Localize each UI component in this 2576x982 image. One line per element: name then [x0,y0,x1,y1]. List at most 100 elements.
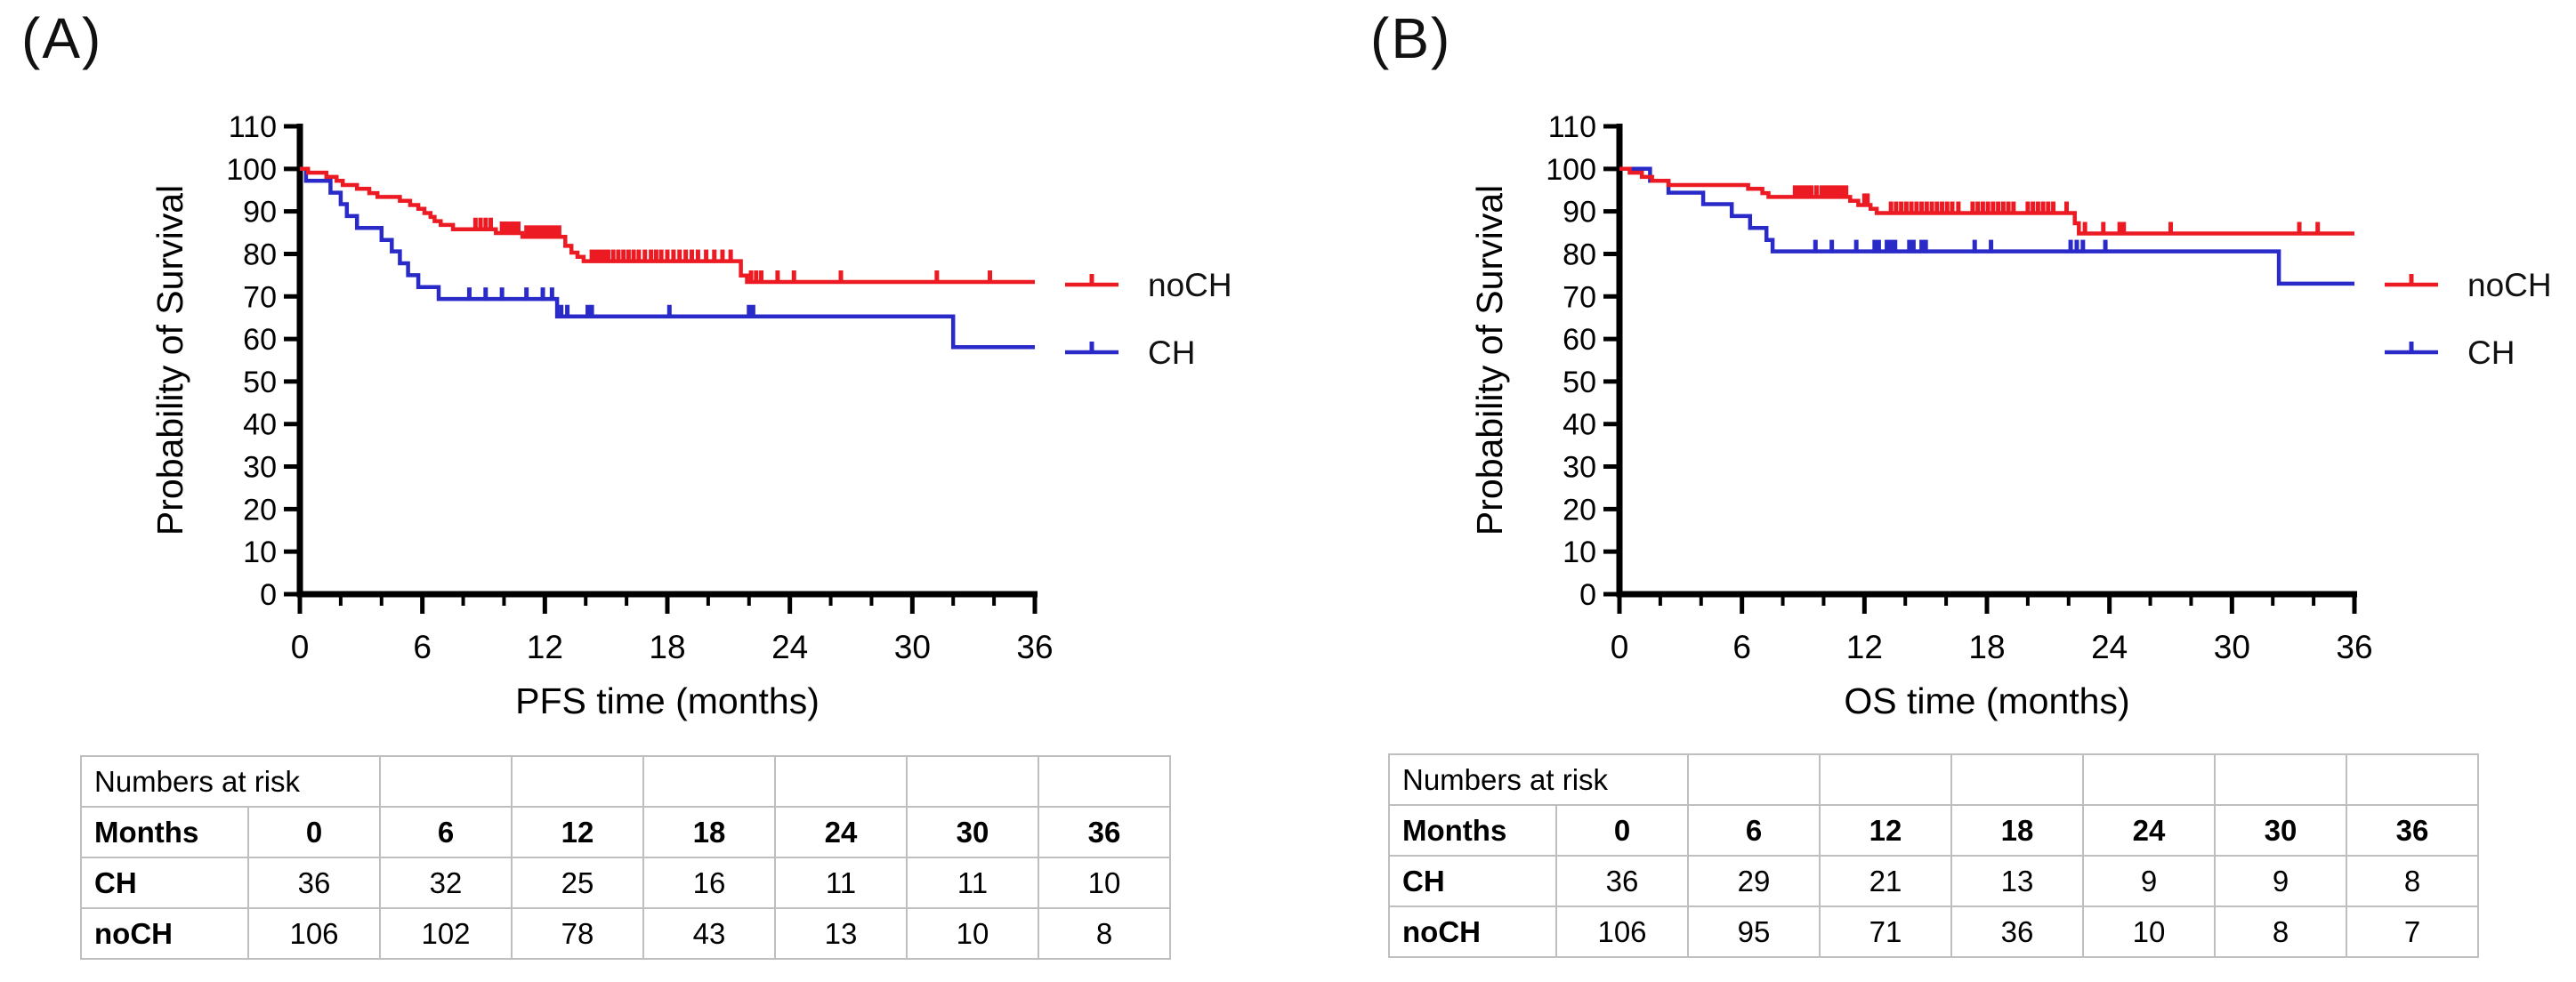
x-tick-label: 24 [771,629,808,665]
y-tick-label: 60 [243,323,277,357]
x-tick-label: 12 [527,629,563,665]
risk-count-cell: 25 [511,857,644,909]
risk-table-empty-cell [2082,753,2216,806]
risk-count-cell: 8 [2214,906,2347,958]
y-tick-label: 0 [260,578,277,612]
risk-count-cell: 32 [379,857,513,909]
y-tick-label: 20 [243,493,277,527]
series-curve-noCH [1619,166,2354,236]
risk-count-cell: 11 [774,857,908,909]
risk-count-cell: 106 [247,907,381,960]
y-axis-title: Probability of Survival [1469,185,1510,535]
y-tick-label: 30 [243,451,277,485]
risk-table-empty-cell [1687,753,1821,806]
risk-count-cell: 43 [642,907,776,960]
x-axis-title: PFS time (months) [515,680,820,721]
x-tick-label: 30 [2214,629,2250,665]
risk-count-cell: 29 [1687,855,1821,907]
y-tick-label: 60 [1563,323,1596,357]
x-tick-label: 36 [2336,629,2372,665]
risk-table-empty-cell [1819,753,1952,806]
risk-table-os: Numbers at risk Months 0 6 12 18 24 30 36 CH 36 29 2… [1388,753,2479,958]
risk-table-row-noCH: noCH 106 102 78 43 13 10 8 [80,907,1171,960]
x-tick-label: 30 [894,629,931,665]
y-tick-label: 50 [1563,366,1596,399]
risk-count-cell: 9 [2214,855,2347,907]
x-tick-label: 0 [291,629,310,665]
x-tick-label: 6 [1732,629,1751,665]
risk-header-month: 18 [642,806,776,858]
risk-table-header-row: Months 0 6 12 18 24 30 36 [80,806,1171,858]
risk-header-month: 36 [1038,806,1171,858]
survival-chart-os: 0 10 20 30 40 50 60 70 80 90 100 110 0 6 12 18 24 30 36 OS … [1469,110,2552,721]
x-tick-label: 0 [1611,629,1629,665]
legend-item-CH: CH [1065,334,1195,371]
y-tick-label: 110 [229,110,277,144]
risk-count-cell: 95 [1687,906,1821,958]
x-tick-label: 18 [649,629,685,665]
x-axis-title: OS time (months) [1844,680,2129,721]
y-tick-label: 30 [1563,451,1596,485]
y-tick-label: 0 [1579,578,1596,612]
risk-count-cell: 36 [1555,855,1689,907]
risk-count-cell: 11 [906,857,1039,909]
risk-table-title: Numbers at risk [1388,753,1689,806]
risk-table-title-row: Numbers at risk [80,755,1171,808]
legend-item-noCH: noCH [2385,267,2552,303]
legend-label-noCH: noCH [2467,267,2552,303]
risk-header-month: 30 [2214,804,2347,857]
y-tick-label: 10 [1563,535,1596,569]
risk-row-label: CH [1388,855,1557,907]
risk-count-cell: 13 [1950,855,2084,907]
y-tick-label: 70 [243,280,277,314]
y-tick-label: 50 [243,366,277,399]
legend-item-CH: CH [2385,334,2515,371]
risk-table-title: Numbers at risk [80,755,381,808]
x-tick-label: 18 [1968,629,2005,665]
risk-header-label: Months [80,806,249,858]
risk-header-month: 24 [2082,804,2216,857]
risk-header-month: 30 [906,806,1039,858]
risk-header-month: 0 [247,806,381,858]
risk-count-cell: 9 [2082,855,2216,907]
risk-header-month: 24 [774,806,908,858]
risk-count-cell: 10 [1038,857,1171,909]
risk-table-row-CH: CH 36 29 21 13 9 9 8 [1388,855,2479,907]
risk-count-cell: 10 [2082,906,2216,958]
risk-table-empty-cell [642,755,776,808]
risk-table-empty-cell [1038,755,1171,808]
panel-label-b: (B) [1370,6,1452,70]
y-tick-label: 100 [226,153,277,187]
risk-table-pfs: Numbers at risk Months 0 6 12 18 24 30 36 CH 36 32 2… [80,755,1171,960]
risk-table-title-row: Numbers at risk [1388,753,2479,806]
risk-table-empty-cell [511,755,644,808]
risk-count-cell: 71 [1819,906,1952,958]
risk-row-label: CH [80,857,249,909]
y-tick-label: 10 [243,535,277,569]
risk-count-cell: 13 [774,907,908,960]
panel-label-a: (A) [21,6,103,70]
risk-header-label: Months [1388,804,1557,857]
risk-table-row-noCH: noCH 106 95 71 36 10 8 7 [1388,906,2479,958]
risk-row-label: noCH [80,907,249,960]
risk-table-empty-cell [2346,753,2479,806]
risk-count-cell: 16 [642,857,776,909]
survival-chart-pfs: 0 10 20 30 40 50 60 70 80 90 100 110 0 6 12 18 24 30 36 PFS… [149,110,1232,721]
risk-count-cell: 8 [1038,907,1171,960]
risk-table-empty-cell [906,755,1039,808]
y-tick-label: 40 [1563,408,1596,442]
legend-label-CH: CH [1148,334,1195,371]
y-tick-label: 20 [1563,493,1596,527]
risk-count-cell: 36 [247,857,381,909]
x-tick-label: 36 [1016,629,1053,665]
y-tick-label: 80 [243,237,277,271]
risk-count-cell: 8 [2346,855,2479,907]
risk-row-label: noCH [1388,906,1557,958]
y-tick-label: 70 [1563,280,1596,314]
risk-count-cell: 102 [379,907,513,960]
series-curve-CH [300,166,1035,350]
x-tick-label: 24 [2091,629,2128,665]
risk-count-cell: 78 [511,907,644,960]
risk-table-empty-cell [379,755,513,808]
risk-count-cell: 7 [2346,906,2479,958]
